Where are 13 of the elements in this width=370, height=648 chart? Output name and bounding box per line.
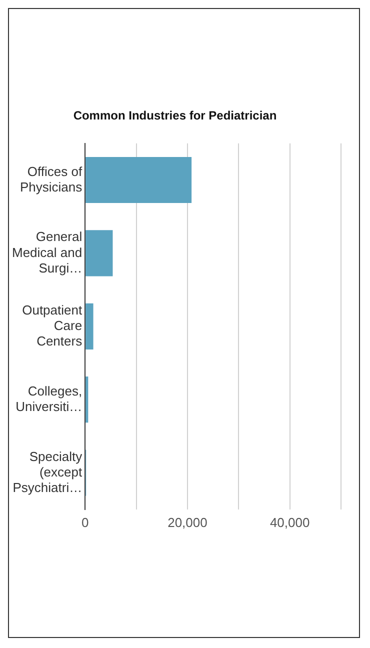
bar <box>86 303 94 350</box>
bar <box>86 230 113 276</box>
x-tick-label: 40,000 <box>270 514 310 530</box>
y-tick-label: Offices of Physicians <box>20 164 83 194</box>
bar <box>86 156 192 204</box>
y-tick-label: Outpatient Care Centers <box>22 302 83 349</box>
chart-title: Common Industries for Pediatrician <box>73 108 277 123</box>
bar <box>86 376 88 423</box>
y-tick-label: Colleges, Universiti… <box>16 383 82 414</box>
y-tick-label: Specialty (except Psychiatri… <box>12 448 83 495</box>
x-tick-label: 20,000 <box>168 514 208 530</box>
y-tick-label: General Medical and Surgi… <box>12 229 82 276</box>
x-tick-label: 0 <box>81 514 89 530</box>
